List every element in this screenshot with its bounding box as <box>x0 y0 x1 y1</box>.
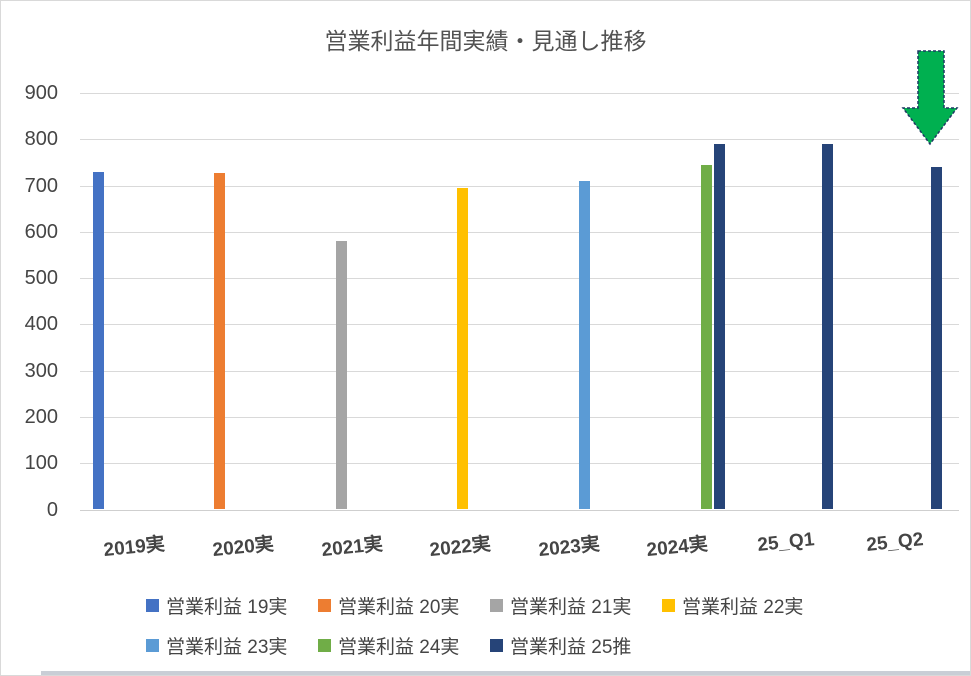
gridline-300 <box>80 370 959 372</box>
legend-item: 営業利益 22実 <box>662 595 803 618</box>
x-axis-category-label: 25_Q2 <box>864 529 924 556</box>
chart-title: 営業利益年間実績・見通し推移 <box>324 28 647 54</box>
gridline-0 <box>80 509 959 511</box>
x-axis-category-label: 2019実 <box>102 533 167 562</box>
legend-item-label: 営業利益 25推 <box>510 636 632 658</box>
gridline-100 <box>80 463 959 465</box>
x-axis-category-label: 25_Q1 <box>756 529 816 556</box>
x-axis-category-label: 2023実 <box>537 533 601 562</box>
legend-item: 営業利益 25推 <box>490 635 631 658</box>
gridline-900 <box>80 93 959 94</box>
bar-2022実-営業利益 22実 <box>457 187 469 510</box>
y-axis-tick-label: 300 <box>24 359 58 382</box>
legend-item: 営業利益 20実 <box>318 595 459 618</box>
bar-25_Q1-営業利益 25推 <box>822 143 834 510</box>
legend-swatch-icon <box>146 598 159 612</box>
bar-2024実-営業利益 24実 <box>700 164 712 510</box>
y-axis-tick-label: 100 <box>24 452 58 475</box>
x-axis-category-label: 2022実 <box>428 533 492 562</box>
y-axis-tick-label: 400 <box>24 313 58 336</box>
x-axis-category-label: 2024実 <box>645 533 710 562</box>
legend-item-label: 営業利益 24実 <box>338 636 460 658</box>
green-down-arrow-icon <box>901 50 959 146</box>
legend-swatch-icon <box>318 598 331 612</box>
bar-25_Q2-営業利益 25推 <box>930 167 942 510</box>
bar-2020実-営業利益 20実 <box>214 172 226 510</box>
legend-item-label: 営業利益 19実 <box>166 596 288 618</box>
legend-item-label: 営業利益 20実 <box>338 596 460 618</box>
legend-item-label: 営業利益 22実 <box>682 596 804 618</box>
y-axis-tick-label: 800 <box>24 128 58 151</box>
gridline-800 <box>80 139 959 141</box>
legend-item: 営業利益 21実 <box>490 595 631 618</box>
bar-2024実-営業利益 25推 <box>713 143 725 510</box>
y-axis-tick-label: 0 <box>46 498 58 521</box>
bar-2023実-営業利益 23実 <box>578 180 590 510</box>
bar-2021実-営業利益 21実 <box>335 241 347 510</box>
y-axis-tick-label: 600 <box>24 220 58 243</box>
legend-swatch-icon <box>318 638 331 652</box>
gridline-500 <box>80 278 959 280</box>
gridline-400 <box>80 324 959 326</box>
legend-item-label: 営業利益 21実 <box>510 596 632 618</box>
legend-swatch-icon <box>662 598 675 612</box>
legend-swatch-icon <box>490 598 503 612</box>
legend-item: 営業利益 23実 <box>146 635 287 658</box>
y-axis-tick-label: 500 <box>24 267 58 290</box>
legend-item: 営業利益 19実 <box>146 595 287 618</box>
gridline-200 <box>80 416 959 418</box>
x-axis-category-label: 2021実 <box>320 533 384 562</box>
y-axis-tick-label: 700 <box>24 174 58 197</box>
legend-swatch-icon <box>146 638 159 652</box>
y-axis-tick-label: 200 <box>24 405 58 428</box>
x-axis-category-label: 2020実 <box>211 533 275 562</box>
legend-item-label: 営業利益 23実 <box>166 636 288 658</box>
y-axis-tick-label: 900 <box>24 82 58 104</box>
legend-swatch-icon <box>490 638 503 652</box>
bar-2019実-営業利益 19実 <box>92 171 104 510</box>
gridline-600 <box>80 231 959 233</box>
legend-item: 営業利益 24実 <box>318 635 459 658</box>
bottom-edge-bar <box>41 671 970 675</box>
gridline-700 <box>80 185 959 187</box>
